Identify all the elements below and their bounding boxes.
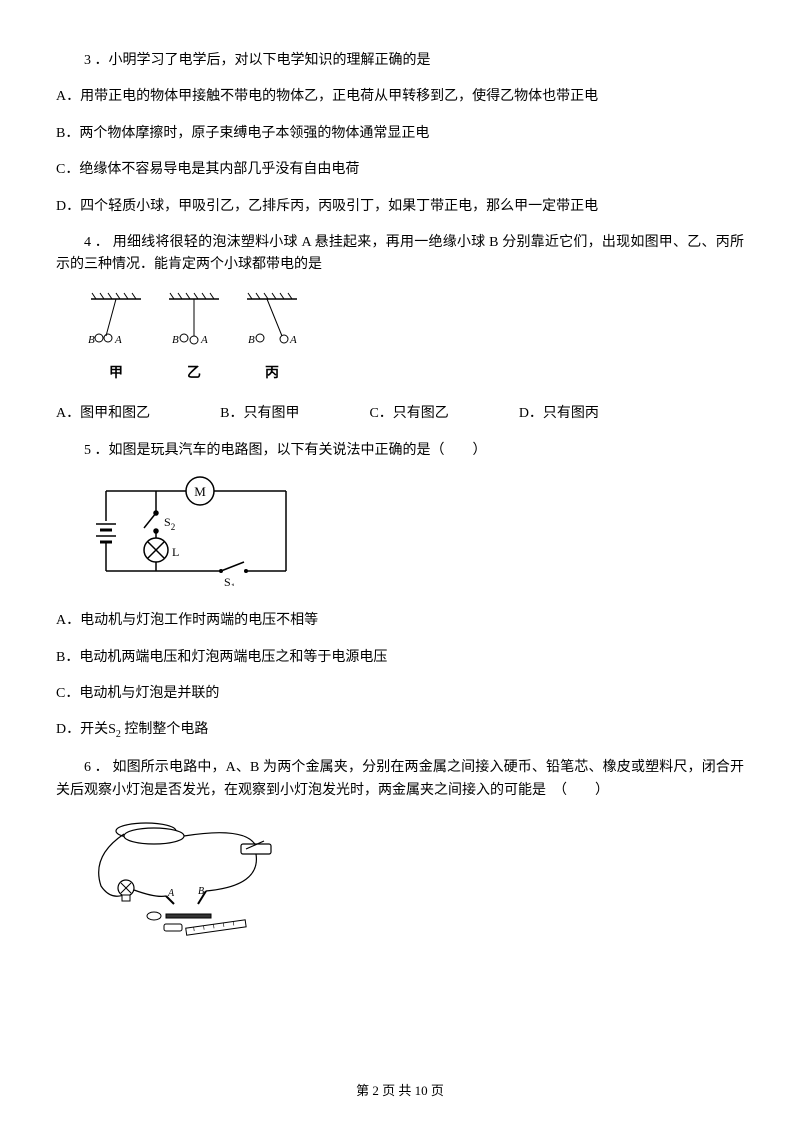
circuit-diagram-icon: M S2 L S1: [86, 476, 306, 586]
svg-text:A: A: [167, 888, 175, 899]
q5-circuit: M S2 L S1: [86, 476, 744, 594]
q4-opt-d: D．只有图丙: [519, 403, 599, 425]
svg-text:B: B: [172, 334, 179, 346]
q6-figure: A B: [86, 816, 744, 944]
q4-opt-c: C．只有图乙: [369, 403, 448, 425]
experiment-circuit-icon: A B: [86, 816, 286, 936]
q4-fig-yi: B A 乙: [164, 291, 224, 385]
s1-label: S1: [224, 575, 235, 586]
q3-opt-d: D．四个轻质小球，甲吸引乙，乙排斥丙，丙吸引丁，如果丁带正电，那么甲一定带正电: [56, 196, 744, 218]
q6-stem: 6 ． 如图所示电路中，A、B 为两个金属夹，分别在两金属之间接入硬币、铅笔芯、…: [56, 757, 744, 802]
pendulum-jia-icon: B A: [86, 291, 146, 361]
q5-opt-a: A．电动机与灯泡工作时两端的电压不相等: [56, 610, 744, 632]
q4-stem: 4 ． 用细线将很轻的泡沫塑料小球 A 悬挂起来，再用一绝缘小球 B 分别靠近它…: [56, 232, 744, 277]
q4-fig-bing: B A 丙: [242, 291, 302, 385]
q4-fig-jia: B A 甲: [86, 291, 146, 385]
q3-opt-a: A．用带正电的物体甲接触不带电的物体乙，正电荷从甲转移到乙，使得乙物体也带正电: [56, 86, 744, 108]
q4-figure: B A 甲 B A 乙: [86, 291, 744, 385]
lamp-label: L: [172, 545, 179, 559]
svg-text:A: A: [200, 334, 208, 346]
q4-label-yi: 乙: [187, 363, 201, 385]
q5-opt-b: B．电动机两端电压和灯泡两端电压之和等于电源电压: [56, 647, 744, 669]
q3-stem: 3 ．小明学习了电学后，对以下电学知识的理解正确的是: [56, 50, 744, 72]
q5-opt-d: D．开关S2 控制整个电路: [56, 719, 744, 743]
motor-label: M: [194, 484, 206, 499]
q4-label-jia: 甲: [109, 363, 123, 385]
svg-text:B: B: [248, 334, 255, 346]
q5-opt-c: C．电动机与灯泡是并联的: [56, 683, 744, 705]
q4-options: A．图甲和图乙 B．只有图甲 C．只有图乙 D．只有图丙: [56, 403, 744, 425]
svg-text:A: A: [289, 334, 297, 346]
q3-opt-c: C．绝缘体不容易导电是其内部几乎没有自由电荷: [56, 159, 744, 181]
page-footer: 第 2 页 共 10 页: [0, 1081, 800, 1102]
q3-opt-b: B．两个物体摩擦时，原子束缚电子本领强的物体通常显正电: [56, 123, 744, 145]
q5-stem: 5 ．如图是玩具汽车的电路图，以下有关说法中正确的是（ ）: [56, 440, 744, 462]
q4-opt-a: A．图甲和图乙: [56, 403, 150, 425]
pendulum-yi-icon: B A: [164, 291, 224, 361]
q4-label-bing: 丙: [265, 363, 279, 385]
svg-text:B: B: [88, 334, 95, 346]
s2-label: S2: [164, 515, 175, 532]
q4-opt-b: B．只有图甲: [220, 403, 299, 425]
svg-text:B: B: [198, 886, 204, 897]
svg-text:A: A: [114, 334, 122, 346]
pendulum-bing-icon: B A: [242, 291, 302, 361]
